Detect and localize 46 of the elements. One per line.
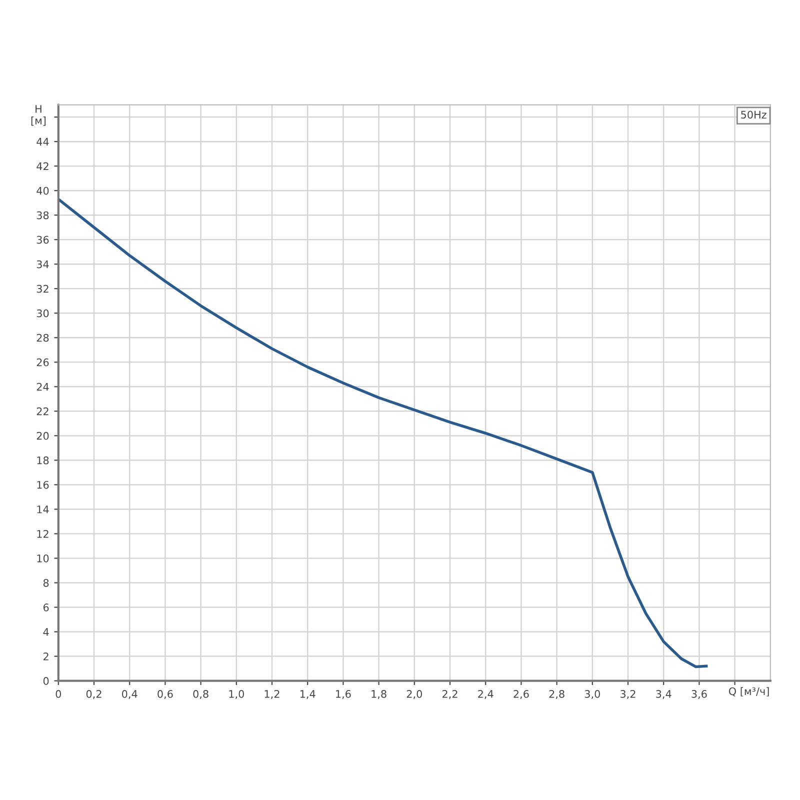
x-tick-label: 0,6	[158, 690, 173, 699]
y-tick-label: 18	[37, 456, 49, 464]
x-tick-label: 0	[56, 690, 62, 698]
x-tick-label: 1,2	[264, 690, 280, 699]
x-tick-label: 1,8	[372, 690, 386, 699]
y-tick-label: 0	[43, 677, 49, 685]
y-axis-title: H [м]	[31, 105, 46, 126]
x-tick-label: 3,2	[620, 690, 636, 699]
x-tick-label: 2,6	[514, 690, 529, 699]
y-tick-label: 4	[43, 628, 49, 636]
y-tick-label: 24	[36, 382, 49, 391]
x-tick-label: 1,4	[300, 690, 316, 699]
x-tick-label: 2,4	[478, 690, 494, 699]
y-tick-label: 32	[36, 284, 48, 293]
y-tick-label: 28	[36, 334, 49, 342]
y-tick-label: 36	[36, 236, 49, 244]
x-tick-label: 0,2	[86, 690, 102, 699]
y-tick-label: 22	[36, 407, 48, 416]
annotation: 50Hz	[741, 110, 766, 119]
x-tick-label: 3,0	[584, 690, 600, 699]
y-tick-label: 38	[36, 211, 49, 220]
y-tick-label: 10	[37, 554, 49, 562]
x-tick-label: 1,6	[336, 690, 351, 699]
y-tick-label: 40	[36, 186, 49, 195]
y-tick-label: 20	[36, 432, 49, 440]
y-tick-label: 8	[43, 578, 49, 587]
y-tick-label: 44	[36, 138, 49, 146]
y-tick-label: 26	[36, 358, 49, 366]
y-tick-label: 30	[36, 309, 49, 318]
y-tick-label: 34	[36, 260, 49, 268]
x-tick-label: 0,4	[122, 690, 138, 699]
x-tick-label: 1,0	[229, 690, 244, 699]
x-tick-label: 2,8	[549, 690, 564, 699]
y-tick-label: 16	[37, 480, 49, 489]
x-tick-label: 3,6	[692, 690, 707, 699]
x-axis-title: Q [м³/ч]	[728, 687, 769, 696]
y-tick-label: 6	[43, 603, 49, 612]
x-tick-label: 2,2	[442, 690, 458, 699]
y-tick-label: 14	[37, 506, 49, 514]
x-tick-label: 2,0	[406, 690, 422, 699]
y-tick-label: 2	[44, 652, 48, 660]
y-tick-label: 12	[37, 530, 48, 538]
line-series	[58, 198, 708, 668]
y-tick-label: 42	[36, 162, 48, 170]
x-tick-label: 0,8	[193, 690, 208, 699]
x-tick-label: 3,4	[656, 690, 672, 699]
